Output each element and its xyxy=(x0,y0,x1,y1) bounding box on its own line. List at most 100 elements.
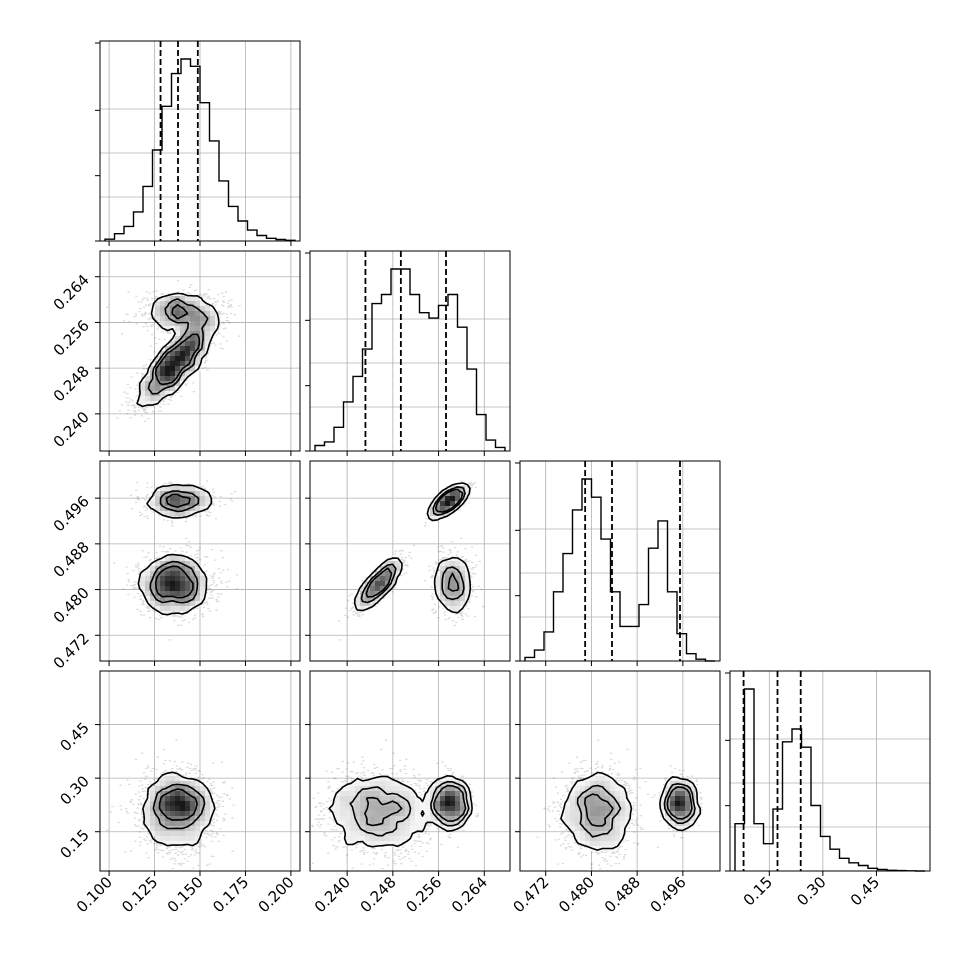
density-cell xyxy=(445,501,451,507)
density-cell xyxy=(195,796,201,802)
density-cell xyxy=(660,801,666,807)
density-cell xyxy=(175,336,181,342)
density-cell xyxy=(595,796,601,802)
density-cell xyxy=(160,501,166,507)
density-cell xyxy=(610,811,616,817)
density-cell xyxy=(405,831,411,837)
density-cell xyxy=(165,811,171,817)
density-cell xyxy=(335,801,341,807)
x-tick-label: 0.488 xyxy=(601,873,644,916)
density-cell xyxy=(365,791,371,797)
density-cell xyxy=(625,806,631,812)
density-cell xyxy=(370,586,376,592)
density-cell xyxy=(160,371,166,377)
density-cell xyxy=(565,816,571,822)
density-cell xyxy=(185,301,191,307)
density-cell xyxy=(380,776,386,782)
density-cell xyxy=(180,351,186,357)
density-cell xyxy=(350,811,356,817)
density-cell xyxy=(185,576,191,582)
density-cell xyxy=(380,801,386,807)
density-cell xyxy=(185,331,191,337)
density-cell xyxy=(585,801,591,807)
density-cell xyxy=(185,491,191,497)
density-cell xyxy=(165,601,171,607)
density-cell xyxy=(390,571,396,577)
density-cell xyxy=(160,831,166,837)
density-cell xyxy=(465,486,471,492)
density-cell xyxy=(585,781,591,787)
density-cell xyxy=(600,811,606,817)
density-cell xyxy=(160,801,166,807)
density-cell xyxy=(175,571,181,577)
density-cell xyxy=(175,341,181,347)
density-cell xyxy=(190,336,196,342)
density-cell xyxy=(340,786,346,792)
density-cell xyxy=(360,796,366,802)
density-cell xyxy=(575,821,581,827)
density-cell xyxy=(170,316,176,322)
density-cell xyxy=(165,606,171,612)
density-cell xyxy=(170,581,176,587)
x-tick-label: 0.100 xyxy=(73,873,116,916)
density-cell xyxy=(170,496,176,502)
density-cell xyxy=(360,586,366,592)
density-cell xyxy=(185,556,191,562)
density-cell xyxy=(170,321,176,327)
density-cell xyxy=(165,841,171,847)
density-cell xyxy=(605,836,611,842)
density-cell xyxy=(450,576,456,582)
density-cell xyxy=(355,601,361,607)
density-cell xyxy=(200,306,206,312)
density-cell xyxy=(190,506,196,512)
density-cell xyxy=(615,806,621,812)
x-tick-label: 0.30 xyxy=(793,873,829,909)
density-cell xyxy=(595,786,601,792)
density-cell xyxy=(565,806,571,812)
density-cell xyxy=(360,791,366,797)
density-cell xyxy=(185,306,191,312)
density-cell xyxy=(590,816,596,822)
density-cell xyxy=(690,816,696,822)
density-cell xyxy=(165,511,171,517)
density-cell xyxy=(450,501,456,507)
density-cell xyxy=(445,821,451,827)
density-cell xyxy=(380,571,386,577)
density-cell xyxy=(200,346,206,352)
density-cell xyxy=(365,811,371,817)
density-cell xyxy=(565,811,571,817)
density-cell xyxy=(160,586,166,592)
density-cell xyxy=(170,771,176,777)
density-cell xyxy=(180,511,186,517)
density-cell xyxy=(460,786,466,792)
density-cell xyxy=(180,491,186,497)
density-cell xyxy=(445,496,451,502)
y-tick-label: 0.472 xyxy=(50,629,93,672)
density-cell xyxy=(390,781,396,787)
density-cell xyxy=(395,566,401,572)
density-cell xyxy=(200,316,206,322)
density-cell xyxy=(595,846,601,852)
density-cell xyxy=(565,821,571,827)
density-cell xyxy=(345,801,351,807)
density-cell xyxy=(380,586,386,592)
density-cell xyxy=(200,826,206,832)
density-cell xyxy=(595,806,601,812)
density-cell xyxy=(385,806,391,812)
density-cell xyxy=(600,841,606,847)
density-cell xyxy=(175,321,181,327)
density-cell xyxy=(200,811,206,817)
density-cell xyxy=(185,351,191,357)
density-cell xyxy=(685,821,691,827)
density-cell xyxy=(670,791,676,797)
density-cell xyxy=(460,586,466,592)
density-cell xyxy=(155,356,161,362)
density-cell xyxy=(435,571,441,577)
contour-line xyxy=(576,783,696,838)
density-cell xyxy=(370,841,376,847)
density-cell xyxy=(210,306,216,312)
density-cell xyxy=(420,826,426,832)
histogram-0 xyxy=(100,41,300,241)
density-cell xyxy=(150,786,156,792)
density-cell xyxy=(675,786,681,792)
